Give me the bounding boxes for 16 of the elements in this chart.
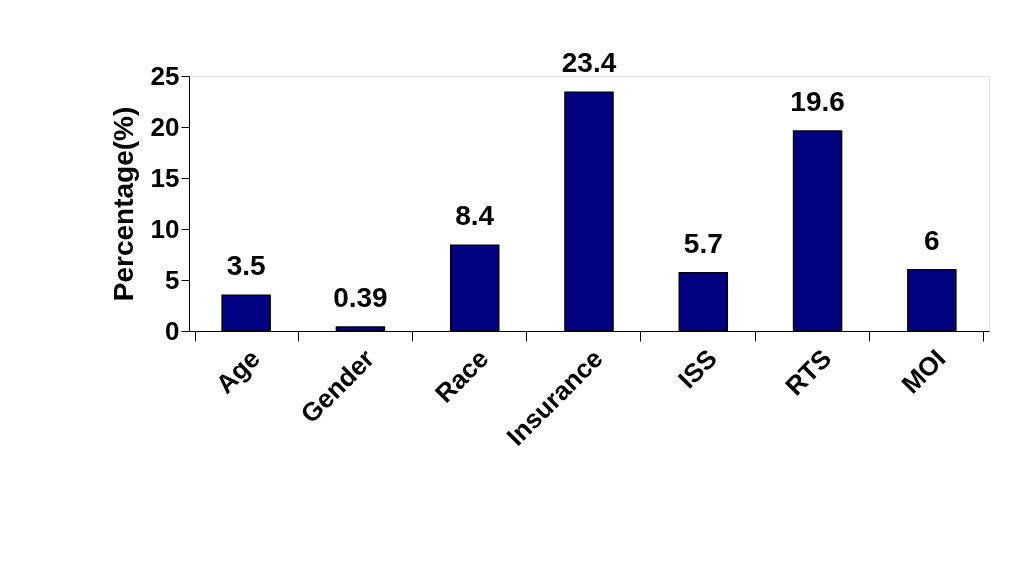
- data-label: 0.39: [333, 282, 388, 314]
- data-label: 8.4: [455, 200, 495, 232]
- x-tick-label: Age: [209, 343, 266, 400]
- data-label: 6: [924, 224, 940, 256]
- x-tick-label: ISS: [672, 343, 723, 395]
- y-tick-label: 5: [165, 264, 180, 295]
- data-label: 23.4: [561, 47, 617, 79]
- y-tick-label: 0: [165, 315, 180, 346]
- data-label: 19.6: [790, 86, 845, 118]
- y-tick-label: 10: [150, 213, 180, 244]
- data-label: 3.5: [226, 250, 266, 282]
- y-tick-label: 20: [150, 111, 180, 142]
- data-label: 5.7: [683, 227, 723, 259]
- y-tick-label: 25: [150, 60, 180, 91]
- y-tick-label: 15: [150, 162, 180, 193]
- y-axis-title: Percentage(%): [107, 106, 139, 302]
